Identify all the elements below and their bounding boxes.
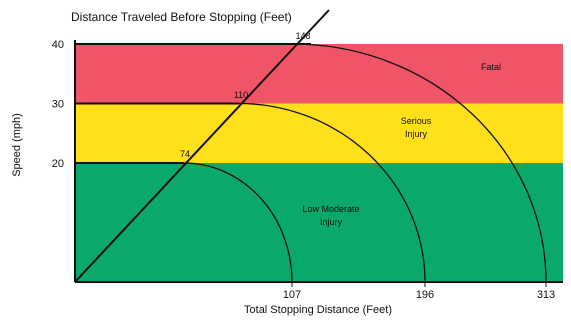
travel-distance-label-110: 110 (234, 90, 248, 100)
stopping-arc-313 (292, 43, 547, 283)
stopping-arc-196 (238, 102, 426, 283)
zone-label-0-1: Injury (320, 217, 343, 227)
travel-distance-line (74, 9, 330, 283)
travel-distance-label-74: 74 (180, 149, 190, 159)
travel-distance-label-148: 148 (295, 31, 310, 41)
zone-1 (75, 103, 563, 163)
injury-zones (75, 44, 563, 282)
stopping-arcs (183, 43, 547, 283)
guide-lines (74, 9, 563, 287)
chart-labels: 107 196 313 20 30 40 74 110 148 Low Moderate Injur… (11, 10, 555, 316)
y-tick-label-20: 20 (52, 158, 64, 170)
zone-label-1-1: Injury (405, 129, 428, 139)
zone-2 (75, 44, 563, 104)
x-axis-title: Total Stopping Distance (Feet) (244, 304, 392, 316)
y-tick-label-40: 40 (52, 39, 64, 51)
zone-0 (75, 163, 563, 282)
chart-title: Distance Traveled Before Stopping (Feet) (71, 10, 292, 24)
x-tick-label-107: 107 (283, 289, 301, 301)
x-tick-label-196: 196 (416, 289, 434, 301)
x-tick-label-313: 313 (537, 289, 555, 301)
zone-label-1-0: Serious (401, 116, 432, 126)
zone-label-0-0: Low Moderate (302, 204, 359, 214)
zone-label-2-0: Fatal (481, 62, 501, 72)
stopping-arc-107 (183, 162, 293, 283)
y-tick-label-30: 30 (52, 99, 64, 111)
y-axis-title: Speed (mph) (11, 113, 23, 177)
